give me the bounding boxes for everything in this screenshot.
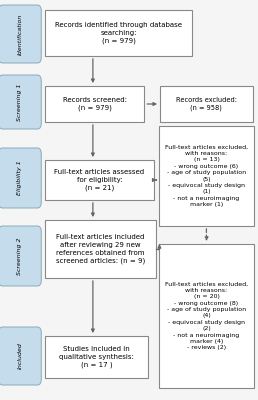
FancyBboxPatch shape <box>0 5 41 63</box>
Text: Screening 1: Screening 1 <box>18 83 22 121</box>
FancyBboxPatch shape <box>160 86 253 122</box>
Text: Full-text articles excluded,
with reasons:
(n = 13)
- wrong outcome (6)
- age of: Full-text articles excluded, with reason… <box>165 145 248 207</box>
FancyBboxPatch shape <box>0 226 41 286</box>
FancyBboxPatch shape <box>159 244 254 388</box>
FancyBboxPatch shape <box>159 126 254 226</box>
Text: Identification: Identification <box>18 13 22 55</box>
Text: Records identified through database
searching:
(n = 979): Records identified through database sear… <box>55 22 182 44</box>
FancyBboxPatch shape <box>0 327 41 385</box>
Text: Full-text articles included
after reviewing 29 new
references obtained from
scre: Full-text articles included after review… <box>56 234 145 264</box>
Text: Included: Included <box>18 342 22 370</box>
Text: Screening 2: Screening 2 <box>18 237 22 275</box>
FancyBboxPatch shape <box>45 86 144 122</box>
FancyBboxPatch shape <box>45 336 148 378</box>
FancyBboxPatch shape <box>45 160 154 200</box>
FancyBboxPatch shape <box>0 148 41 208</box>
Text: Full-text articles excluded,
with reasons:
(n = 20)
- wrong outcome (8)
- age of: Full-text articles excluded, with reason… <box>165 282 248 350</box>
Text: Full-text articles assessed
for eligibility:
(n = 21): Full-text articles assessed for eligibil… <box>54 169 144 191</box>
Text: Records screened:
(n = 979): Records screened: (n = 979) <box>63 97 127 111</box>
Text: Eligibility 1: Eligibility 1 <box>18 161 22 195</box>
FancyBboxPatch shape <box>0 75 41 129</box>
FancyBboxPatch shape <box>45 220 156 278</box>
FancyBboxPatch shape <box>45 10 192 56</box>
Text: Records excluded:
(n = 958): Records excluded: (n = 958) <box>176 97 237 111</box>
Text: Studies included in
qualitative synthesis:
(n = 17 ): Studies included in qualitative synthesi… <box>59 346 134 368</box>
